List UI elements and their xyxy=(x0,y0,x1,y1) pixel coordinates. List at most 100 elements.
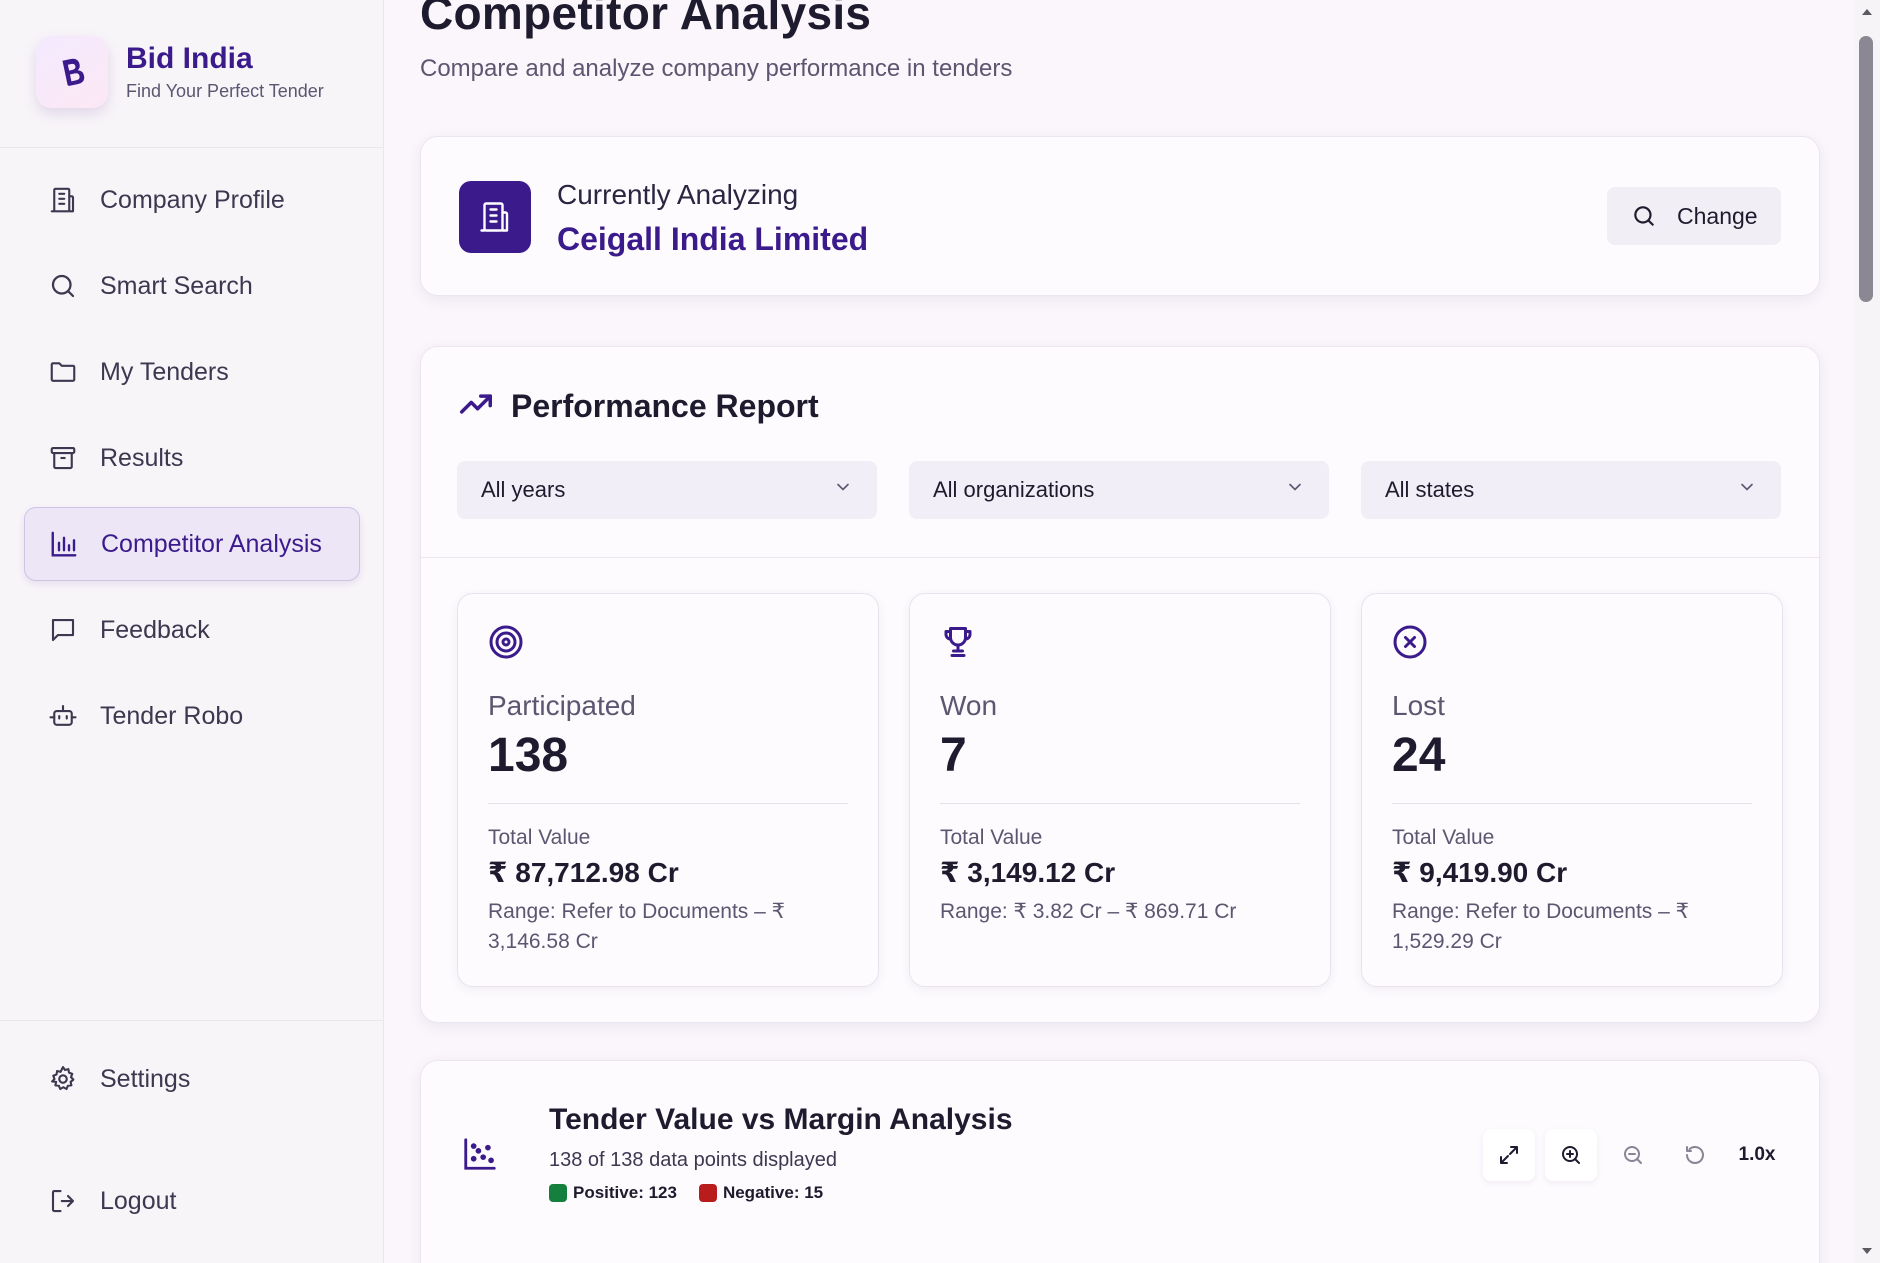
archive-icon xyxy=(48,443,78,473)
stat-card-won: Won 7 Total Value ₹ 3,149.12 Cr Range: ₹… xyxy=(909,593,1331,987)
sidebar-divider xyxy=(0,1020,384,1021)
nav-item-label: Feedback xyxy=(100,615,210,644)
nav-item-settings[interactable]: Settings xyxy=(24,1042,360,1116)
nav-item-label: Results xyxy=(100,443,184,472)
logo-b-icon xyxy=(62,58,85,86)
analyzing-company-name: Ceigall India Limited xyxy=(557,221,869,257)
states-select-value: All states xyxy=(1385,477,1475,502)
value-range: Range: Refer to Documents – ₹ 3,146.58 C… xyxy=(488,900,786,954)
chart-toolbar: 1.0x xyxy=(1483,1129,1783,1181)
expand-button[interactable] xyxy=(1483,1129,1535,1181)
logout-icon xyxy=(48,1186,78,1216)
zoom-level: 1.0x xyxy=(1738,1144,1776,1165)
total-value-label: Total Value xyxy=(940,826,1043,849)
brand[interactable]: Bid India Find Your Perfect Tender xyxy=(36,36,324,108)
nav-item-label: Company Profile xyxy=(100,185,285,214)
main-nav: Company Profile Smart Search My Tenders … xyxy=(24,163,360,765)
logout-label: Logout xyxy=(100,1186,177,1215)
brand-logo xyxy=(36,36,108,108)
total-value: ₹ 3,149.12 Cr xyxy=(940,857,1116,888)
reset-icon xyxy=(1686,1146,1704,1164)
legend-positive-label: Positive: 123 xyxy=(573,1183,677,1202)
page-scrollbar[interactable] xyxy=(1854,0,1880,1263)
nav-item-competitor-analysis[interactable]: Competitor Analysis xyxy=(24,507,360,581)
chevron-down-icon xyxy=(1285,477,1305,503)
legend-positive-swatch xyxy=(549,1184,567,1202)
building-icon xyxy=(48,185,78,215)
zoom-in-icon xyxy=(1562,1146,1580,1164)
nav-item-tender-robo[interactable]: Tender Robo xyxy=(24,679,360,753)
nav-item-results[interactable]: Results xyxy=(24,421,360,495)
stat-label: Won xyxy=(940,690,998,721)
main-content: Competitor Analysis Compare and analyze … xyxy=(384,0,1854,1263)
scrollbar-thumb[interactable] xyxy=(1859,36,1873,302)
logout-button[interactable]: Logout xyxy=(24,1164,360,1238)
stat-card-lost: Lost 24 Total Value ₹ 9,419.90 Cr Range:… xyxy=(1361,593,1783,987)
search-icon xyxy=(48,271,78,301)
stat-count: 24 xyxy=(1392,729,1446,782)
organizations-select-value: All organizations xyxy=(933,477,1095,502)
chart-title: Tender Value vs Margin Analysis xyxy=(549,1103,1013,1136)
page-subtitle: Compare and analyze company performance … xyxy=(420,55,1013,82)
expand-icon xyxy=(1500,1146,1518,1164)
report-filters: All years All organizations All states xyxy=(457,461,1781,519)
performance-report-card: Performance Report All years All organiz… xyxy=(420,346,1821,1023)
total-value: ₹ 87,712.98 Cr xyxy=(488,857,679,888)
reset-button[interactable] xyxy=(1669,1129,1721,1181)
report-divider xyxy=(421,557,1821,558)
scatter-chart-icon xyxy=(461,1135,499,1178)
legend-negative-swatch xyxy=(698,1184,717,1202)
nav-item-feedback[interactable]: Feedback xyxy=(24,593,360,667)
scroll-down-icon[interactable] xyxy=(1860,1245,1874,1257)
total-value-label: Total Value xyxy=(1392,826,1495,849)
sidebar: Bid India Find Your Perfect Tender Compa… xyxy=(0,0,384,1263)
search-icon xyxy=(1631,203,1657,229)
nav-item-label: Tender Robo xyxy=(100,701,244,730)
nav-bottom: Settings xyxy=(24,1042,360,1128)
x-circle-icon xyxy=(1392,624,1428,660)
total-value-label: Total Value xyxy=(488,826,591,849)
zoom-out-button[interactable] xyxy=(1607,1129,1659,1181)
analyzing-label: Currently Analyzing xyxy=(557,179,799,210)
nav-logout-wrap: Logout xyxy=(24,1164,360,1250)
years-select-value: All years xyxy=(481,477,566,502)
stat-card-participated: Participated 138 Total Value ₹ 87,712.98… xyxy=(457,593,879,987)
bar-chart-icon xyxy=(49,529,79,559)
trending-up-icon xyxy=(457,385,495,428)
years-select[interactable]: All years xyxy=(457,461,877,519)
nav-item-company-profile[interactable]: Company Profile xyxy=(24,163,360,237)
legend-negative: Negative: 15 xyxy=(698,1183,824,1203)
building-icon xyxy=(459,181,531,253)
nav-item-label: Smart Search xyxy=(100,271,253,300)
nav-item-my-tenders[interactable]: My Tenders xyxy=(24,335,360,409)
total-value: ₹ 9,419.90 Cr xyxy=(1392,857,1568,888)
report-header: Performance Report xyxy=(457,385,819,428)
organizations-select[interactable]: All organizations xyxy=(909,461,1329,519)
chevron-down-icon xyxy=(833,477,853,503)
states-select[interactable]: All states xyxy=(1361,461,1781,519)
zoom-out-icon xyxy=(1624,1146,1642,1164)
chevron-down-icon xyxy=(1737,477,1757,503)
trophy-icon xyxy=(940,624,976,660)
scroll-up-icon[interactable] xyxy=(1860,6,1874,18)
value-range: Range: Refer to Documents – ₹ 1,529.29 C… xyxy=(1392,900,1690,954)
report-title: Performance Report xyxy=(511,388,819,424)
tender-chart-card: Tender Value vs Margin Analysis 138 of 1… xyxy=(420,1060,1820,1263)
folder-icon xyxy=(48,357,78,387)
value-range: Range: ₹ 3.82 Cr – ₹ 869.71 Cr xyxy=(940,900,1237,923)
stats-row: Participated 138 Total Value ₹ 87,712.98… xyxy=(457,593,1783,987)
nav-item-smart-search[interactable]: Smart Search xyxy=(24,249,360,323)
stat-count: 138 xyxy=(488,729,569,782)
zoom-in-button[interactable] xyxy=(1545,1129,1597,1181)
nav-item-label: My Tenders xyxy=(100,357,229,386)
stat-divider xyxy=(1392,803,1752,804)
stat-label: Lost xyxy=(1392,690,1445,721)
brand-title: Bid India xyxy=(126,42,253,75)
legend-negative-label: Negative: 15 xyxy=(722,1183,824,1202)
stat-label: Participated xyxy=(488,690,636,721)
message-icon xyxy=(48,615,78,645)
legend-positive: Positive: 123 xyxy=(549,1183,677,1203)
change-company-button[interactable]: Change xyxy=(1607,187,1781,245)
robot-icon xyxy=(48,701,78,731)
sidebar-divider xyxy=(0,147,384,148)
